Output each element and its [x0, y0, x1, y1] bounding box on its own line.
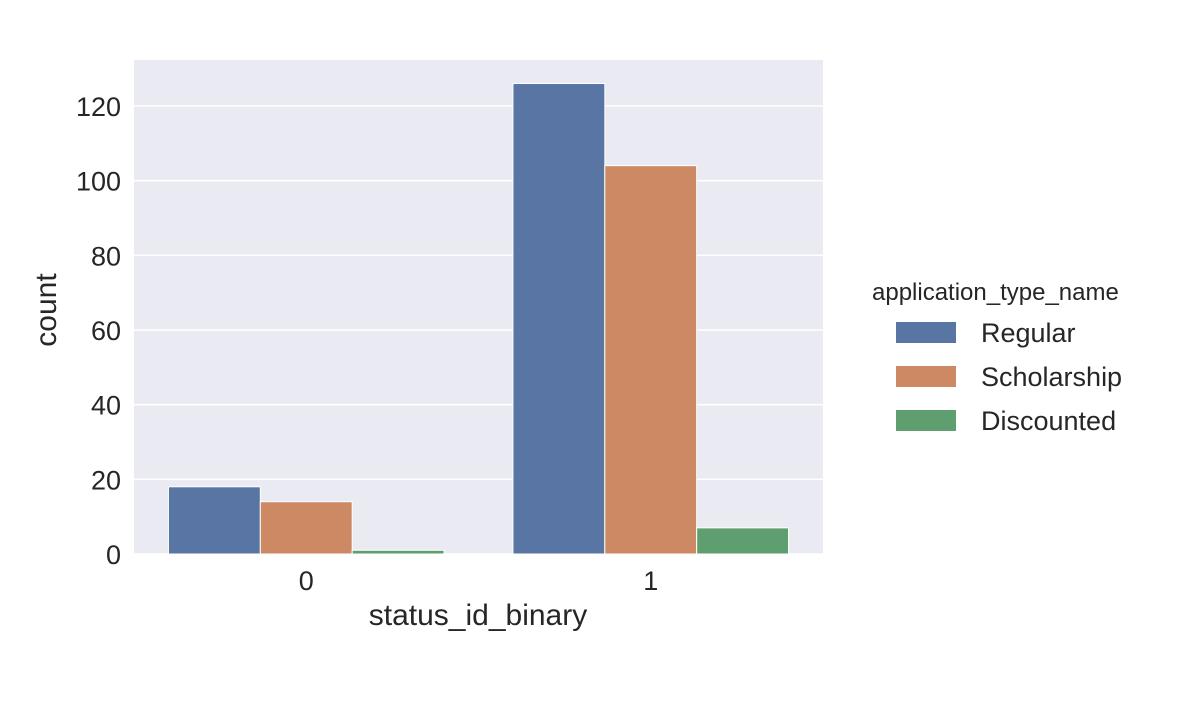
- bars: [167, 83, 790, 555]
- bar-scholarship-0: [259, 501, 353, 555]
- bar-scholarship-1: [604, 165, 698, 555]
- y-tick-label: 80: [91, 241, 121, 271]
- legend: application_type_name Regular Scholarship…: [872, 279, 1122, 436]
- legend-swatch-scholarship: [896, 366, 956, 387]
- y-axis-label: count: [30, 273, 63, 347]
- y-tick-label: 100: [76, 167, 121, 197]
- legend-label-scholarship: Scholarship: [981, 362, 1122, 392]
- plot-area: [134, 60, 823, 554]
- bar-regular-1: [512, 83, 606, 555]
- legend-label-regular: Regular: [981, 318, 1076, 348]
- x-axis-label: status_id_binary: [369, 599, 587, 632]
- y-tick-labels: 0 20 40 60 80 100 120: [76, 92, 121, 570]
- bar-discounted-1: [696, 527, 790, 555]
- bar-discounted-0: [351, 549, 445, 555]
- legend-swatch-regular: [896, 322, 956, 343]
- bar-regular-0: [167, 486, 261, 555]
- x-tick-label: 0: [299, 566, 314, 596]
- y-tick-label: 120: [76, 92, 121, 122]
- y-tick-label: 20: [91, 465, 121, 495]
- legend-title: application_type_name: [872, 279, 1119, 306]
- x-tick-label: 1: [643, 566, 658, 596]
- y-tick-label: 40: [91, 391, 121, 421]
- legend-label-discounted: Discounted: [981, 406, 1116, 436]
- y-tick-label: 60: [91, 316, 121, 346]
- y-tick-label: 0: [106, 540, 121, 570]
- legend-swatch-discounted: [896, 410, 956, 431]
